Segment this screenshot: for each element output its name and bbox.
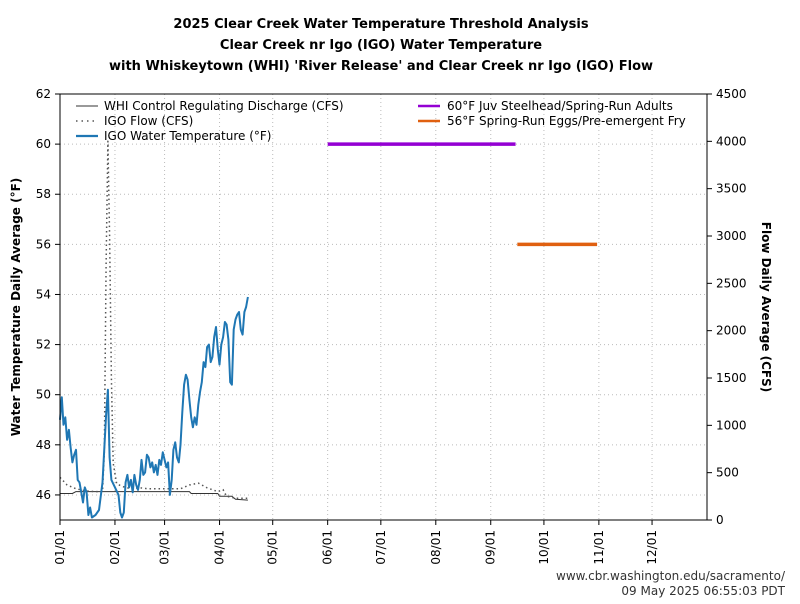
- y-tick-label: 50: [36, 388, 51, 402]
- y-tick-label: 58: [36, 187, 51, 201]
- y2-tick-label: 1500: [716, 371, 747, 385]
- y2-tick-label: 500: [716, 466, 739, 480]
- grid: [60, 93, 707, 520]
- y-tick-label: 60: [36, 137, 51, 151]
- series-igo-temperature-line: [59, 296, 249, 519]
- chart-title: 2025 Clear Creek Water Temperature Thres…: [173, 17, 588, 32]
- x-tick-label: 06/01: [321, 530, 335, 565]
- y-tick-label: 48: [36, 438, 51, 452]
- y2-tick-label: 0: [716, 513, 724, 527]
- chart-subtitle-line-2: with Whiskeytown (WHI) 'River Release' a…: [109, 59, 653, 74]
- series-whi-discharge-line: [60, 491, 248, 501]
- y2-tick-label: 1000: [716, 418, 747, 432]
- x-tick-label: 01/01: [53, 530, 67, 565]
- y-tick-label: 54: [36, 287, 51, 301]
- y2-tick-label: 4000: [716, 134, 747, 148]
- x-tick-label: 02/01: [108, 530, 122, 565]
- chart-subtitle-line-1: Clear Creek nr Igo (IGO) Water Temperatu…: [220, 38, 542, 53]
- legend-label-whi: WHI Control Regulating Discharge (CFS): [104, 99, 344, 113]
- x-tick-label: 04/01: [213, 530, 227, 565]
- y-tick-label: 56: [36, 237, 51, 251]
- axes: 01/01 02/01 03/01 04/01 05/01 06/01 07/01 08/01…: [36, 87, 747, 565]
- y-axis-label: Water Temperature Daily Average (°F): [9, 178, 23, 437]
- y-tick-label: 52: [36, 338, 51, 352]
- y2-tick-label: 3000: [716, 229, 747, 243]
- legend-label-56f: 56°F Spring-Run Eggs/Pre-emergent Fry: [447, 114, 686, 128]
- series-igo-flow-line: [59, 140, 248, 499]
- legend-label-igo-temp: IGO Water Temperature (°F): [104, 129, 271, 143]
- x-tick-label: 07/01: [374, 530, 388, 565]
- x-tick-label: 12/01: [645, 530, 659, 565]
- x-tick-label: 03/01: [158, 530, 172, 565]
- y2-tick-label: 2000: [716, 324, 747, 338]
- y2-tick-label: 3500: [716, 182, 747, 196]
- legend-label-60f: 60°F Juv Steelhead/Spring-Run Adults: [447, 99, 673, 113]
- x-tick-label: 11/01: [592, 530, 606, 565]
- plot-frame: [59, 93, 708, 521]
- credit-timestamp: 09 May 2025 06:55:03 PDT: [621, 584, 785, 598]
- y2-axis-label: Flow Daily Average (CFS): [759, 222, 773, 392]
- x-tick-label: 10/01: [537, 530, 551, 565]
- legend: WHI Control Regulating Discharge (CFS) I…: [76, 99, 686, 143]
- y2-tick-label: 2500: [716, 276, 747, 290]
- credit-url: www.cbr.washington.edu/sacramento/: [556, 569, 786, 583]
- y-tick-label: 62: [36, 87, 51, 101]
- x-tick-label: 05/01: [266, 530, 280, 565]
- legend-label-igo-flow: IGO Flow (CFS): [104, 114, 193, 128]
- plot-area: [59, 140, 598, 519]
- y2-tick-label: 4500: [716, 87, 747, 101]
- x-tick-label: 09/01: [484, 530, 498, 565]
- y-tick-label: 46: [36, 488, 51, 502]
- x-tick-label: 08/01: [429, 530, 443, 565]
